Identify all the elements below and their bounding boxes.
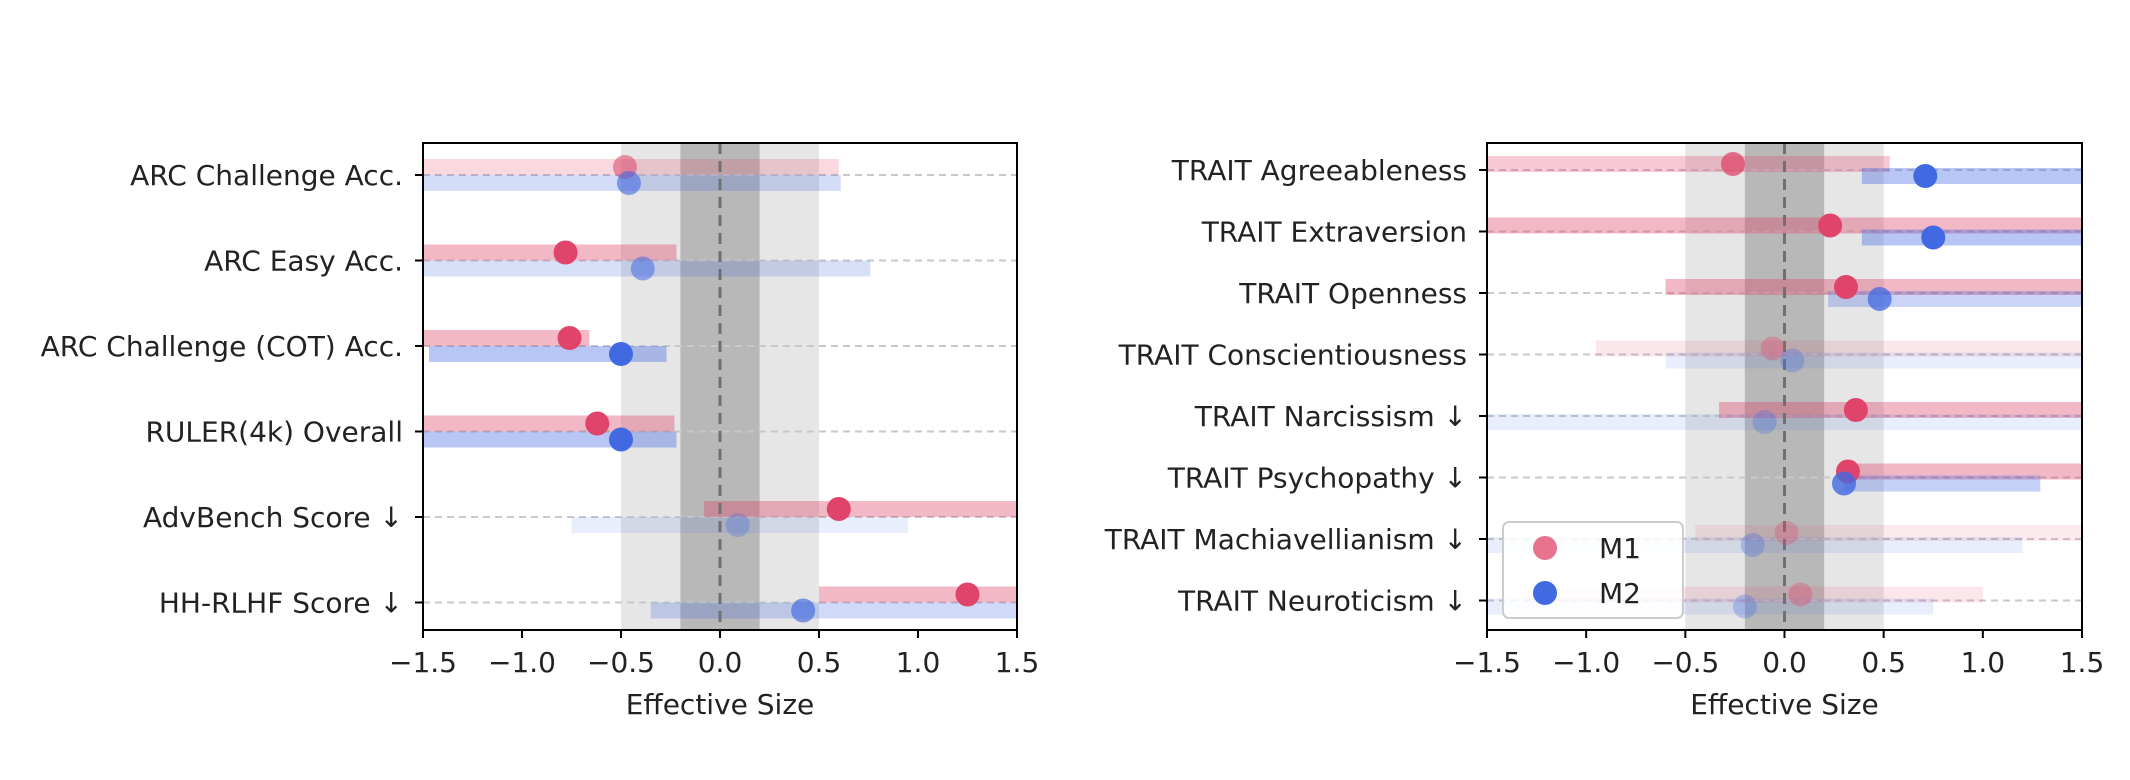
x-tick-label: −1.5 [1453,646,1521,679]
interval-bar-m1 [423,415,675,432]
category-label: ARC Challenge Acc. [130,159,403,192]
point-m2 [1921,225,1946,250]
x-tick-label: 0.5 [797,646,842,679]
interval-bar-m1 [819,586,1017,603]
interval-bar-m1 [1596,340,2082,357]
category-label: TRAIT Narcissism ↓ [1194,400,1467,433]
point-m2 [725,513,750,537]
point-m1 [826,497,851,521]
point-m1 [585,411,610,436]
legend-box [1502,521,1684,619]
x-tick-label: 1.5 [2060,646,2105,679]
point-m1 [1788,582,1813,607]
x-tick-label: 0.0 [1762,646,1807,679]
category-label: AdvBench Score ↓ [143,501,403,534]
point-m2 [1752,410,1777,434]
x-tick-label: 1.0 [1961,646,2006,679]
interval-bar-m1 [704,501,1017,517]
point-m2 [1780,348,1805,373]
point-m1 [1843,398,1868,422]
x-tick-label: 0.0 [698,646,743,679]
point-m1 [955,582,980,607]
x-tick-label: −1.5 [389,646,457,679]
point-m2 [630,256,655,281]
point-m2 [609,427,633,452]
interval-bar-m2 [1861,168,2082,184]
point-m2 [1867,287,1892,311]
x-axis-title: Effective Size [1690,688,1879,721]
category-label: TRAIT Conscientiousness [1118,339,1467,372]
point-m1 [1818,213,1843,238]
x-tick-label: −0.5 [1651,646,1719,679]
category-label: TRAIT Openness [1238,277,1467,310]
category-label: TRAIT Extraversion [1201,216,1467,249]
interval-bar-m2 [423,431,677,448]
category-label: TRAIT Machiavellianism ↓ [1104,523,1467,556]
legend-marker-m2 [1533,581,1557,605]
interval-bar-m1 [1719,402,2082,418]
interval-bar-m2 [1861,229,2082,246]
interval-bar-m1 [423,330,590,346]
x-tick-label: 1.5 [995,646,1040,679]
point-m2 [609,342,633,366]
interval-bar-m1 [1844,463,2082,480]
interval-bar-m2 [1828,291,2082,307]
point-m2 [616,171,641,195]
category-label: ARC Easy Acc. [204,245,403,278]
interval-bar-m2 [428,346,667,362]
point-m1 [557,326,582,350]
point-m1 [1774,521,1799,545]
x-axis-title: Effective Size [626,688,815,721]
x-tick-label: 1.0 [896,646,941,679]
legend-marker-m1 [1533,536,1557,560]
category-label: TRAIT Neuroticism ↓ [1177,585,1467,618]
category-label: TRAIT Agreeableness [1171,154,1467,187]
interval-bar-m2 [1844,475,2041,492]
point-m2 [1832,471,1856,496]
category-label: TRAIT Psychopathy ↓ [1167,462,1467,495]
interval-bar-m2 [1665,352,2082,369]
left-panel: ARC Challenge Acc. ARC Easy Acc. ARC Chall… [41,142,1040,721]
interval-bar-m1 [1665,279,2082,295]
category-label: RULER(4k) Overall [145,416,403,449]
x-tick-label: 0.5 [1861,646,1906,679]
point-m2 [791,598,816,623]
x-tick-label: −1.0 [488,646,556,679]
right-panel: TRAIT Agreeableness TRAIT Extraversion TRA… [1104,142,2105,721]
point-m1 [1720,152,1745,176]
category-label: ARC Challenge (COT) Acc. [41,330,403,363]
interval-bar-m2 [571,517,909,533]
point-m1 [1760,336,1785,361]
interval-bar-m1 [1695,525,2082,541]
point-m2 [1732,594,1757,619]
x-tick-label: −0.5 [587,646,655,679]
point-m2 [1913,164,1938,188]
point-m1 [553,240,578,265]
interval-bar-m2 [650,602,1017,619]
interval-bar-m1 [1487,156,1890,172]
point-m2 [1740,533,1765,557]
point-m1 [1833,275,1858,299]
legend-label-m2: M2 [1599,577,1641,610]
x-tick-label: −1.0 [1552,646,1620,679]
category-label: HH-RLHF Score ↓ [159,587,403,620]
interval-bar-m1 [423,244,677,261]
legend-label-m1: M1 [1599,532,1641,565]
